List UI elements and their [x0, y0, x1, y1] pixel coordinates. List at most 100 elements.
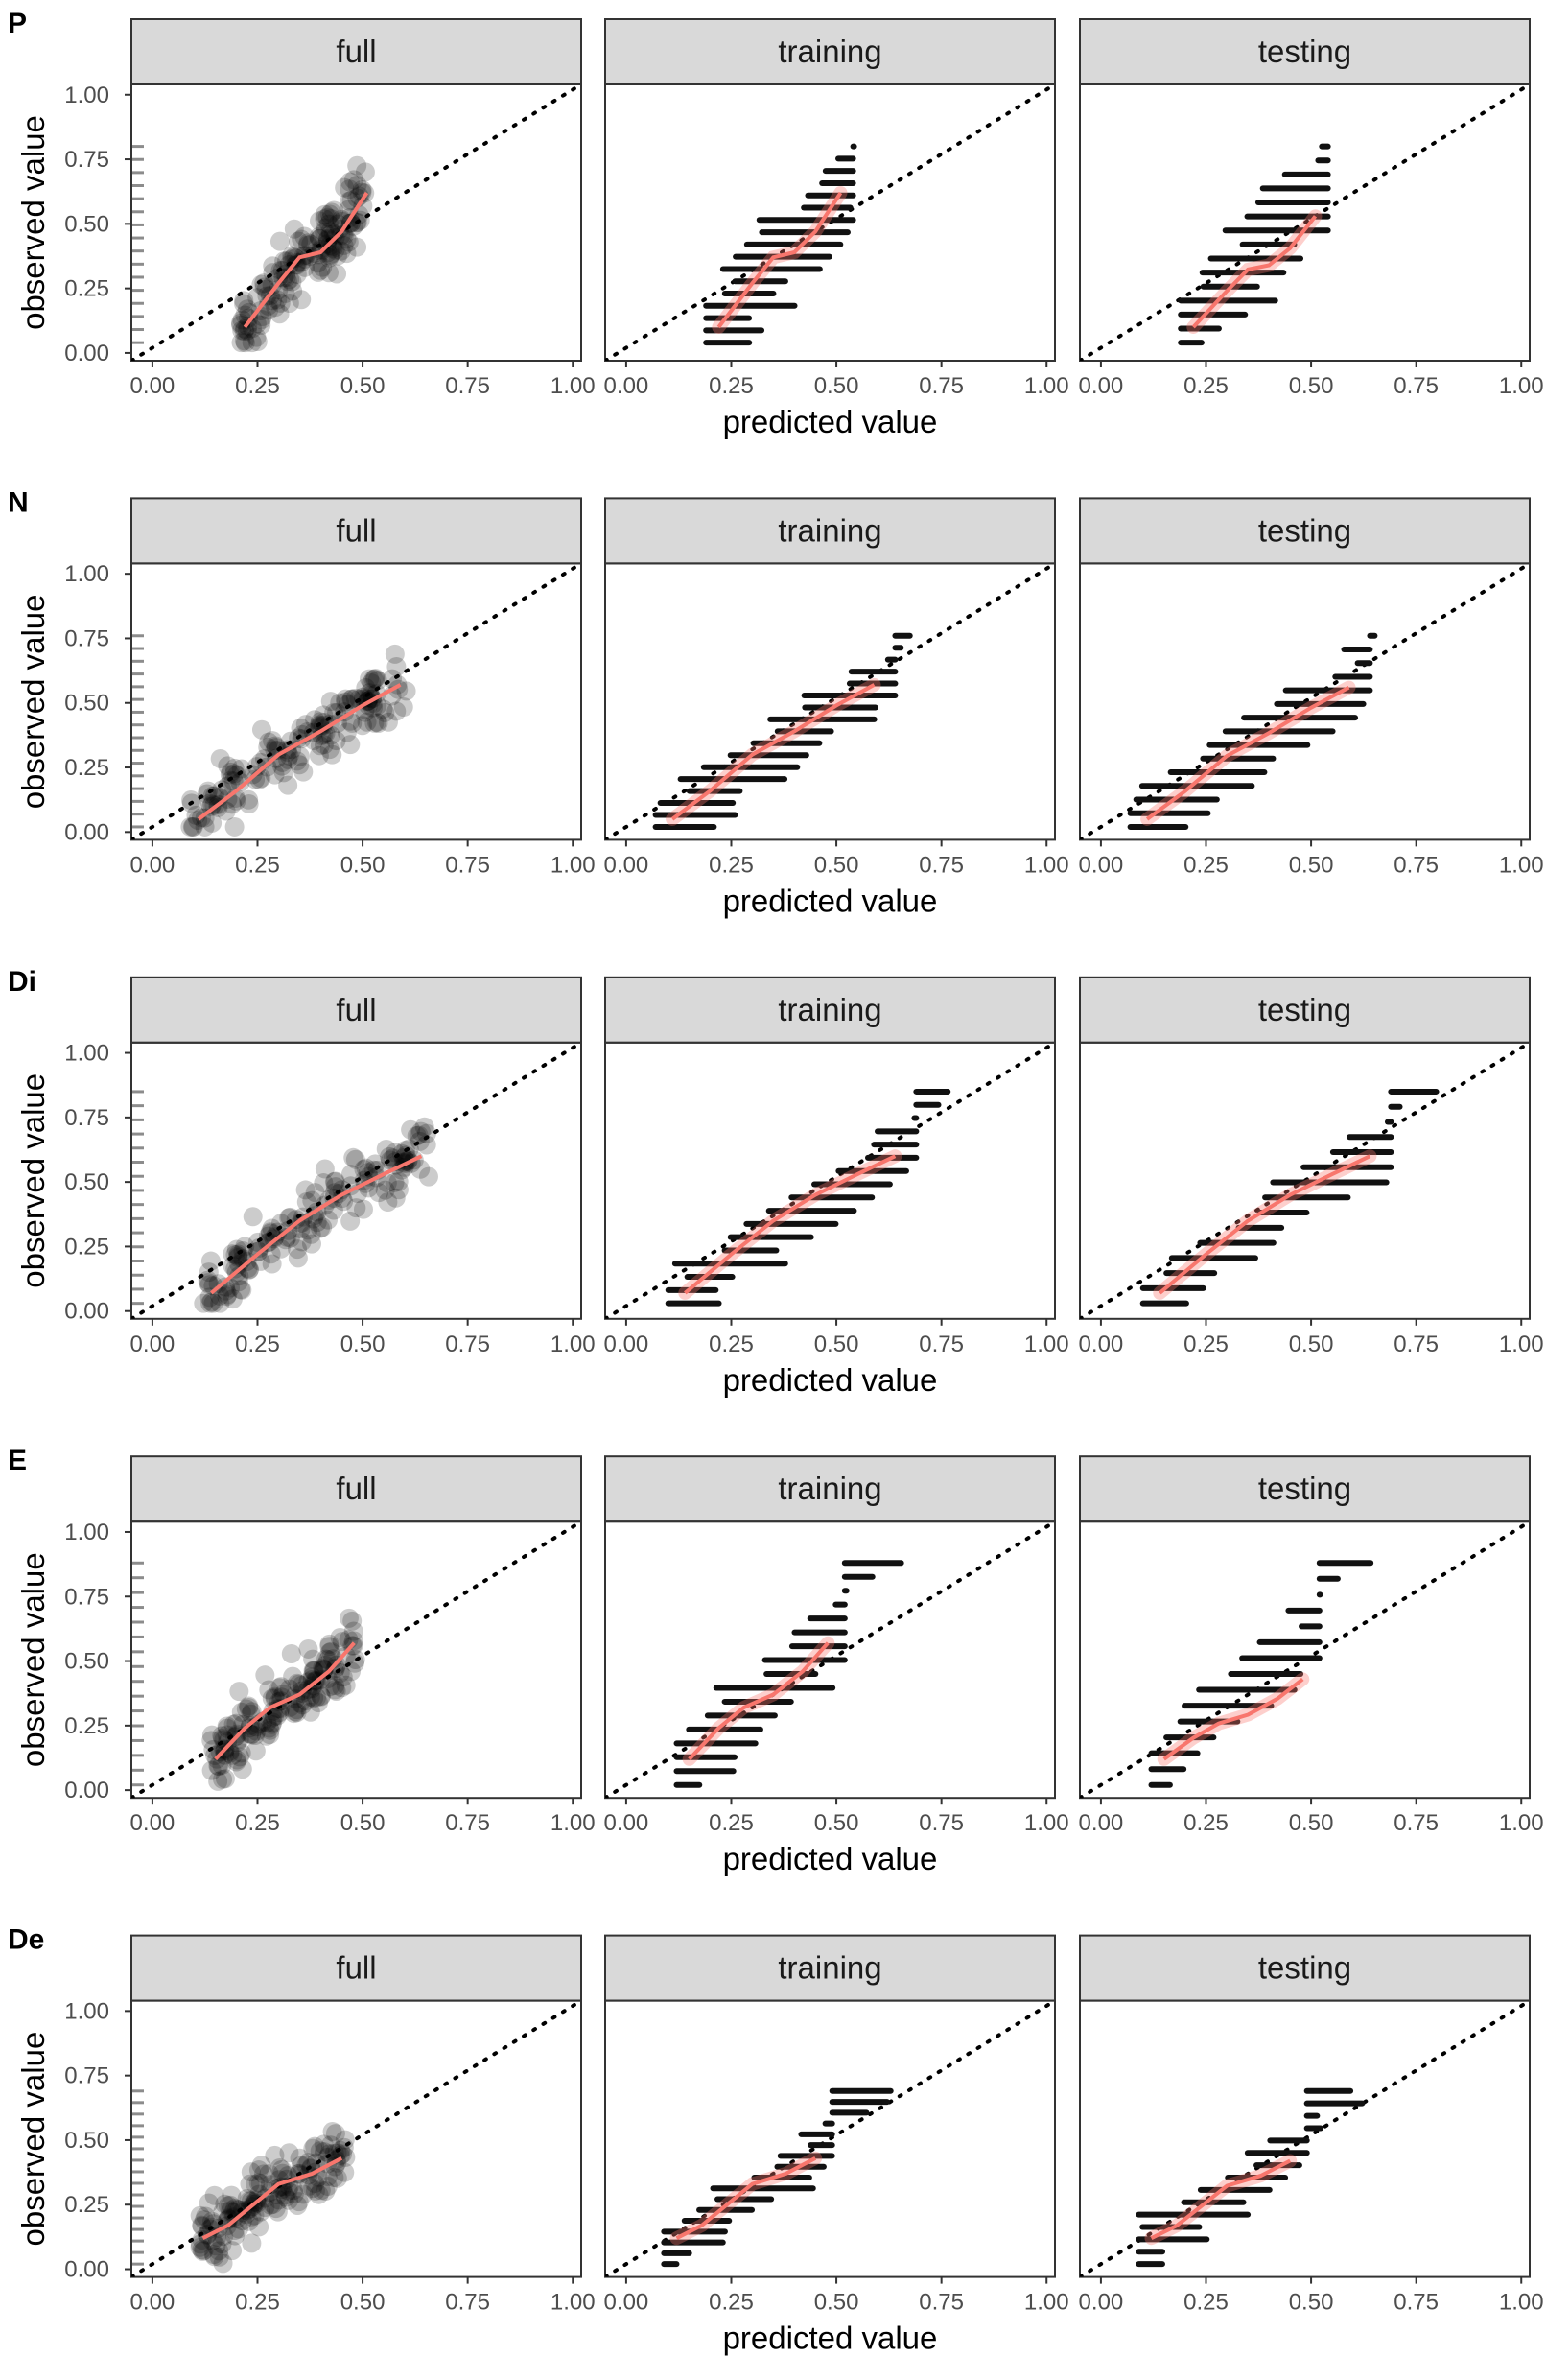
facet-label: full: [336, 1950, 376, 1986]
x-tick-label: 0.75: [445, 1331, 490, 1357]
data-point: [238, 1259, 258, 1279]
x-tick-label: 0.50: [814, 2290, 859, 2316]
data-point: [245, 2205, 265, 2226]
data-point: [312, 725, 332, 745]
data-point: [192, 2215, 212, 2235]
data-point: [241, 2191, 261, 2211]
x-tick-label: 0.00: [130, 373, 176, 399]
data-point: [231, 759, 251, 779]
panel-plot-area: [605, 1521, 1055, 1799]
facet-label: full: [336, 34, 376, 69]
data-point: [300, 1702, 320, 1722]
x-tick-label: 0.50: [340, 2290, 386, 2316]
data-point: [352, 716, 372, 736]
data-point: [270, 1238, 291, 1259]
data-point: [259, 2163, 279, 2183]
panel-full: full 0.00 0.25 0.50 0.75 1.00: [130, 18, 596, 399]
panel-plot-area: [605, 84, 1055, 361]
data-point: [355, 162, 375, 182]
trend-band: [1153, 1149, 1377, 1300]
data-point: [213, 2253, 233, 2274]
x-tick-label: 0.25: [709, 1810, 754, 1836]
x-tick-label: 0.75: [445, 2290, 490, 2316]
panel-plot-area: [605, 2000, 1055, 2277]
data-point: [320, 2135, 340, 2156]
data-point: [260, 1720, 280, 1740]
data-point: [228, 1244, 248, 1264]
x-axis-title: predicted value: [723, 1362, 938, 1398]
data-point: [399, 1139, 419, 1159]
data-point: [325, 2124, 345, 2144]
data-point: [224, 758, 245, 778]
data-point: [239, 2211, 259, 2231]
data-point: [258, 1233, 278, 1253]
x-tick-label: 0.25: [1183, 373, 1229, 399]
data-point: [260, 1222, 280, 1242]
x-tick-label: 0.75: [919, 1810, 964, 1836]
data-point: [266, 736, 286, 756]
data-point: [343, 1621, 363, 1641]
data-point: [320, 209, 340, 229]
panel-plot-area: [1080, 84, 1530, 361]
data-point: [295, 1691, 316, 1711]
data-point: [309, 745, 329, 766]
data-point: [293, 762, 314, 782]
data-point: [223, 1745, 243, 1765]
data-point: [215, 1277, 235, 1297]
data-point: [369, 1183, 389, 1203]
data-point: [343, 1631, 363, 1651]
data-point: [303, 2179, 323, 2199]
data-point: [391, 1143, 411, 1164]
data-point: [231, 1743, 251, 1763]
data-point: [319, 214, 340, 234]
data-point: [218, 756, 238, 776]
panel-frame: [130, 1999, 582, 2278]
data-point: [228, 1248, 248, 1268]
data-point: [334, 2137, 354, 2157]
data-point: [340, 172, 360, 192]
data-point: [364, 669, 385, 689]
data-point: [307, 1687, 327, 1708]
facet-label: testing: [1258, 512, 1351, 548]
data-point: [326, 731, 346, 751]
data-point: [278, 749, 298, 769]
data-point: [337, 229, 357, 249]
data-point: [344, 1653, 364, 1673]
data-point: [275, 2185, 295, 2205]
x-tick-label: 0.50: [340, 1331, 386, 1357]
data-point: [383, 669, 403, 689]
data-point: [304, 1661, 324, 1682]
data-point: [279, 2190, 299, 2210]
data-point: [247, 331, 268, 351]
data-point: [327, 246, 347, 266]
data-point: [237, 320, 257, 341]
data-point: [228, 1246, 248, 1266]
x-tick-label: 0.00: [130, 1810, 176, 1836]
data-point: [240, 2174, 260, 2194]
data-point: [305, 1183, 325, 1203]
data-point: [414, 1117, 434, 1137]
data-point: [201, 1760, 222, 1780]
data-point: [222, 2185, 242, 2205]
data-point: [239, 794, 259, 814]
data-point: [339, 232, 359, 252]
reference-line: [131, 563, 581, 840]
data-point: [217, 2210, 237, 2230]
data-point: [224, 816, 245, 837]
data-point: [407, 1125, 427, 1145]
data-point: [362, 673, 382, 694]
data-point: [234, 320, 254, 341]
data-point: [290, 746, 310, 766]
data-point: [223, 1289, 243, 1309]
data-point: [364, 713, 385, 733]
y-tick-label: 1.00: [64, 561, 109, 587]
data-point: [302, 1670, 322, 1690]
data-point: [268, 290, 288, 310]
data-point: [308, 262, 328, 282]
data-point: [292, 1232, 312, 1252]
data-point: [314, 724, 334, 744]
data-point: [292, 229, 312, 249]
y-tick-label: 0.75: [64, 147, 109, 173]
